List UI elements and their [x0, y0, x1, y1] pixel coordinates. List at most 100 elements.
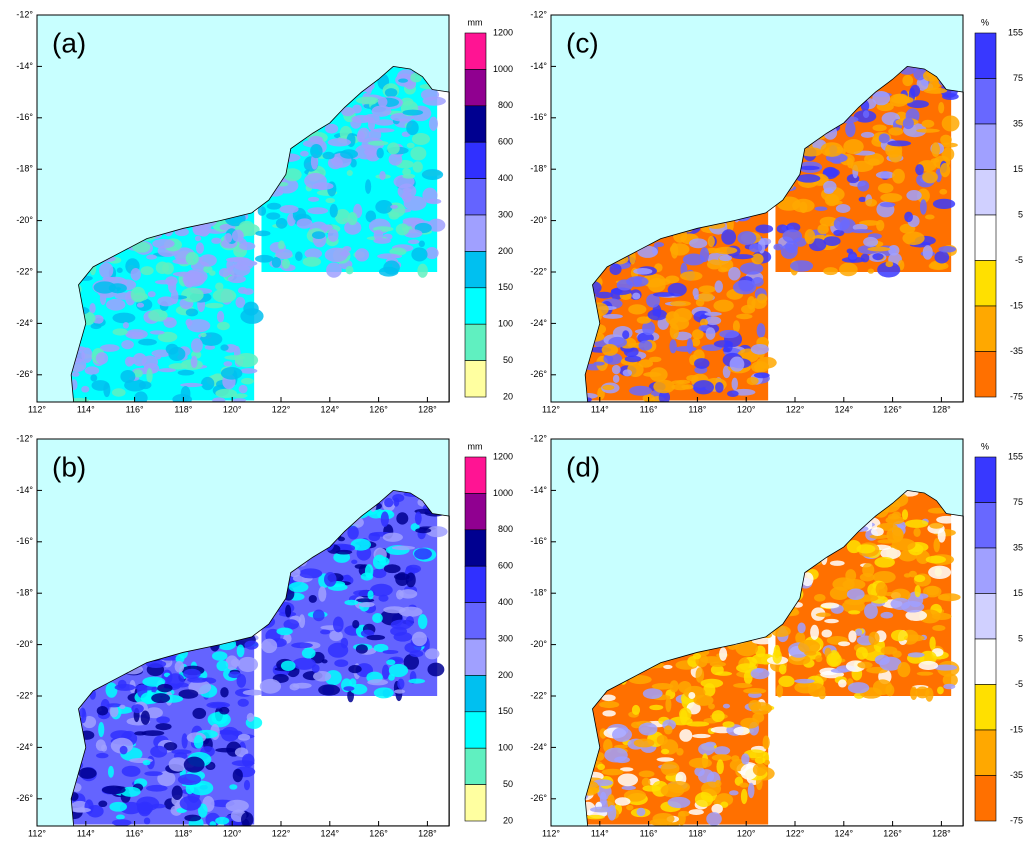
- field-patch: [693, 694, 714, 706]
- field-patch: [225, 655, 239, 670]
- field-patch: [585, 780, 600, 796]
- field-patch: [354, 248, 370, 262]
- field-patch: [394, 573, 410, 581]
- colorbar-box: [974, 214, 997, 261]
- field-patch: [189, 780, 214, 796]
- field-patch: [648, 356, 662, 363]
- field-patch: [358, 601, 375, 608]
- lon-tick-label: 120°: [223, 828, 242, 838]
- field-patch: [390, 204, 398, 209]
- lon-tick-label: 124°: [320, 404, 339, 414]
- field-patch: [907, 652, 925, 658]
- lat-tick-label: -22°: [16, 690, 33, 700]
- field-patch: [312, 609, 325, 622]
- field-patch: [271, 256, 282, 268]
- field-patch: [367, 117, 376, 131]
- lat-tick-label: -14°: [530, 485, 547, 495]
- field-patch: [846, 248, 854, 254]
- field-patch: [112, 819, 132, 826]
- field-patch: [239, 242, 256, 251]
- field-patch: [300, 150, 309, 157]
- field-patch: [163, 317, 177, 328]
- field-patch: [212, 397, 226, 402]
- field-patch: [296, 218, 313, 229]
- field-patch: [798, 639, 821, 654]
- field-patch: [731, 254, 754, 260]
- field-patch: [716, 759, 724, 775]
- field-patch: [120, 786, 141, 797]
- field-patch: [916, 671, 934, 676]
- field-patch: [864, 603, 878, 619]
- field-patch: [691, 337, 701, 347]
- field-patch: [308, 135, 323, 143]
- field-patch: [715, 381, 724, 393]
- field-patch: [372, 128, 395, 133]
- colorbar-label: 155: [1008, 451, 1023, 461]
- field-patch: [665, 697, 672, 713]
- field-patch: [937, 528, 946, 543]
- colorbar-label: -35: [1010, 770, 1023, 780]
- field-patch: [321, 659, 328, 664]
- lon-tick-label: 116°: [126, 828, 144, 838]
- field-patch: [351, 115, 372, 124]
- field-patch: [700, 656, 723, 664]
- field-patch: [178, 689, 199, 699]
- field-patch: [146, 784, 168, 792]
- field-patch: [152, 238, 175, 249]
- field-patch: [704, 311, 722, 317]
- lat-tick-label: -20°: [530, 639, 547, 649]
- field-patch: [259, 678, 282, 694]
- field-patch: [148, 309, 168, 322]
- field-patch: [929, 522, 944, 529]
- lat-tick-label: -18°: [16, 164, 33, 174]
- field-patch: [402, 173, 416, 179]
- field-patch: [231, 229, 244, 242]
- field-patch: [387, 142, 400, 155]
- field-patch: [799, 201, 808, 214]
- field-patch: [184, 814, 202, 822]
- field-patch: [324, 247, 348, 263]
- colorbar-box: [464, 287, 487, 325]
- field-patch: [862, 110, 870, 118]
- field-patch: [411, 247, 428, 262]
- field-patch: [381, 664, 390, 680]
- field-patch: [212, 651, 228, 661]
- field-patch: [916, 128, 940, 133]
- colorbar-box: [974, 729, 997, 776]
- field-patch: [636, 316, 652, 324]
- field-patch: [138, 381, 152, 390]
- field-patch: [850, 229, 873, 234]
- field-patch: [417, 263, 428, 278]
- field-patch: [607, 794, 615, 809]
- field-patch: [933, 664, 958, 671]
- field-patch: [132, 369, 143, 378]
- field-patch: [622, 330, 630, 340]
- field-patch: [325, 197, 336, 204]
- field-patch: [756, 323, 766, 338]
- lat-tick-label: -24°: [530, 742, 547, 752]
- field-patch: [887, 140, 912, 147]
- field-patch: [255, 254, 274, 263]
- field-patch: [732, 280, 757, 295]
- colorbar-box: [464, 360, 487, 398]
- lon-tick-label: 118°: [688, 404, 706, 414]
- field-patch: [872, 124, 887, 132]
- colorbar-label: 35: [1013, 542, 1023, 552]
- field-patch: [888, 244, 900, 256]
- field-patch: [741, 753, 750, 765]
- field-patch: [740, 717, 760, 729]
- field-patch: [719, 329, 740, 339]
- field-patch: [860, 131, 875, 138]
- lat-tick-label: -16°: [16, 536, 33, 546]
- field-patch: [733, 682, 753, 688]
- field-patch: [143, 817, 151, 825]
- field-patch: [631, 704, 641, 716]
- field-patch: [212, 288, 237, 303]
- field-patch: [308, 595, 317, 603]
- field-patch: [165, 343, 179, 355]
- field-patch: [714, 246, 738, 255]
- field-patch: [705, 327, 716, 340]
- field-patch: [933, 538, 940, 553]
- field-patch: [407, 239, 420, 245]
- field-patch: [130, 286, 146, 303]
